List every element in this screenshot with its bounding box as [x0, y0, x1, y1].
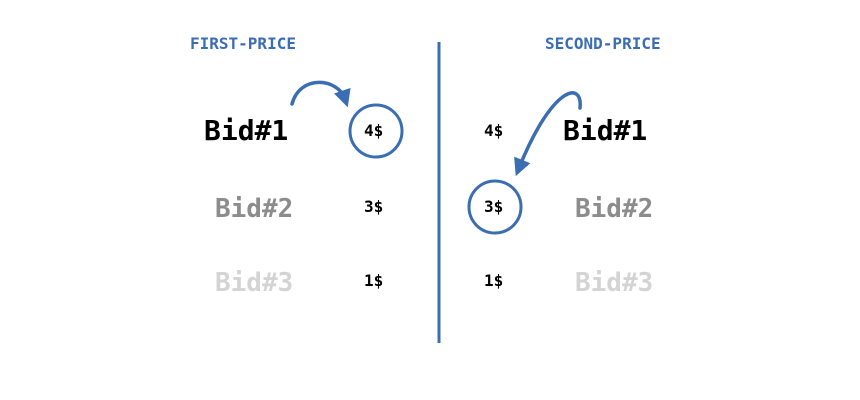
second-price-charged-circle: [467, 179, 523, 235]
second-price-bid-2: Bid#2: [575, 194, 654, 224]
first-price-bid-1: Bid#1: [204, 114, 289, 147]
second-price-arrow: [514, 91, 582, 177]
first-price-price-3: 1$: [364, 271, 384, 290]
first-price-price-2: 3$: [364, 197, 384, 216]
first-price-price-1: 4$: [364, 121, 384, 140]
first-price-bid-2: Bid#2: [215, 194, 294, 224]
first-price-bid-3: Bid#3: [215, 268, 294, 298]
second-price-price-3: 1$: [484, 271, 504, 290]
first-price-heading: FIRST-PRICE: [190, 34, 296, 53]
second-price-price-2: 3$: [484, 197, 504, 216]
second-price-heading: SECOND-PRICE: [545, 34, 661, 53]
second-price-price-1: 4$: [484, 121, 504, 140]
first-price-arrow: [290, 80, 351, 108]
first-price-charged-circle: [348, 103, 404, 159]
second-price-bid-1: Bid#1: [563, 114, 648, 147]
second-price-bid-3: Bid#3: [575, 268, 654, 298]
